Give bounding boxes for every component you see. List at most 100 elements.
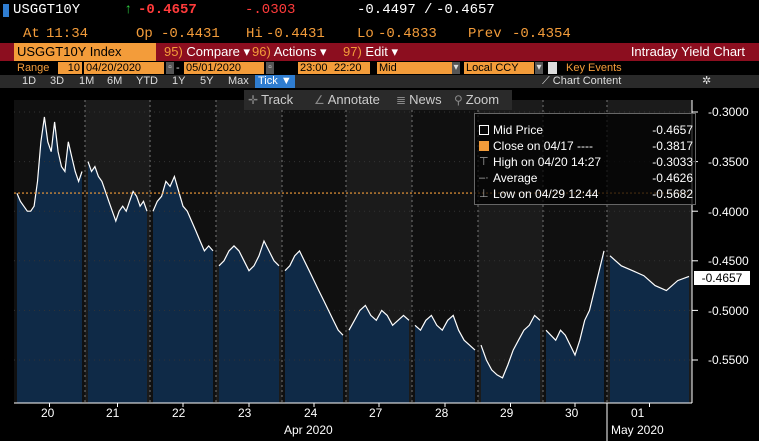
edit-chevron-icon: ▾: [391, 44, 398, 59]
high-marker-icon: ⊤: [479, 156, 489, 168]
range-bar: Range 10 04/20/2020 ▫ - 05/01/2020 ▫ 23:…: [0, 61, 759, 75]
ticker-symbol[interactable]: USGGT10Y: [13, 2, 81, 18]
field-select[interactable]: Mid: [377, 62, 459, 74]
legend-high-value: -0.3033: [652, 155, 693, 169]
end-date-field[interactable]: 05/01/2020: [184, 62, 264, 74]
news-label: News: [409, 92, 442, 107]
day-price-line: [545, 250, 605, 357]
day-area: [153, 176, 213, 403]
actions-number: 96): [252, 44, 271, 59]
legend-close: Close on 04/17 ---- -0.3817: [477, 138, 693, 154]
last-price: -0.4657: [138, 2, 197, 18]
legend-high-label: High on 04/20 14:27: [493, 155, 602, 169]
day-price-line: [152, 174, 214, 253]
legend-average-label: Average: [493, 171, 538, 185]
edit-label: Edit: [365, 44, 388, 59]
start-date-field[interactable]: 04/20/2020: [84, 62, 164, 74]
chart-content-label: Chart Content: [552, 75, 622, 87]
legend-close-label: Close on 04/17 ----: [493, 139, 594, 153]
range-days-field[interactable]: 10: [58, 62, 82, 74]
low-marker-icon: ⊥: [479, 188, 489, 200]
month-label-april: Apr 2020: [284, 423, 333, 437]
y-tick-label: -0.5500: [708, 353, 749, 367]
chart-toolbar-row: ✛ Track ∠ Annotate ≣ News ⚲ Zoom: [0, 88, 759, 110]
settings-gear-icon[interactable]: ✲: [702, 75, 712, 87]
compare-label: Compare: [186, 44, 240, 59]
currency-chevron-icon[interactable]: ▾: [535, 62, 543, 74]
legend-close-value: -0.3817: [652, 139, 693, 153]
end-time-field[interactable]: 22:20: [332, 62, 370, 74]
range-dash: -: [176, 62, 180, 74]
period-1m[interactable]: 1M: [79, 75, 95, 87]
x-day-label: 01: [631, 406, 645, 420]
start-time-field[interactable]: 23:00: [298, 62, 336, 74]
news-button[interactable]: ≣ News: [396, 90, 442, 110]
legend-low-label: Low on 04/29 12:44: [493, 187, 599, 201]
date-picker-icon[interactable]: ▫: [166, 62, 174, 74]
chart-legend[interactable]: Mid Price -0.4657 Close on 04/17 ---- -0…: [474, 113, 696, 205]
day-price-line: [480, 314, 541, 379]
menu-bar: USGGT10Y Index 95) Compare ▾ 96) Actions…: [0, 43, 759, 61]
x-day-label: 29: [500, 406, 514, 420]
magnifier-icon: ⚲: [454, 93, 463, 107]
period-1y[interactable]: 1Y: [172, 75, 186, 87]
price-area: [17, 117, 689, 403]
day-price-line: [609, 255, 690, 292]
legend-low-value: -0.5682: [652, 187, 693, 201]
bid-ask-separator: /: [424, 2, 433, 18]
day-price-line: [284, 249, 344, 336]
period-tick-label: Tick: [258, 75, 278, 87]
annotate-button[interactable]: ∠ Annotate: [314, 90, 380, 110]
actions-button[interactable]: 96) Actions ▾: [252, 43, 327, 61]
legend-mid-value: -0.4657: [652, 123, 693, 137]
news-icon: ≣: [396, 93, 407, 107]
low-label: Lo: [357, 26, 374, 42]
legend-high: ⊤ High on 04/20 14:27 -0.3033: [477, 154, 693, 170]
legend-checkbox-icon[interactable]: [479, 125, 489, 135]
actions-label: Actions: [273, 44, 317, 59]
key-events-checkbox[interactable]: [548, 62, 557, 74]
day-area: [285, 250, 343, 403]
track-button[interactable]: ✛ Track: [248, 90, 293, 110]
day-price-line: [218, 239, 280, 272]
up-arrow-icon: ↑: [124, 2, 133, 18]
range-label: Range: [17, 62, 50, 74]
x-day-label: 27: [369, 406, 383, 420]
period-ytd[interactable]: YTD: [136, 75, 158, 87]
legend-mid-label: Mid Price: [493, 123, 544, 137]
day-area: [415, 315, 475, 403]
day-area: [610, 255, 689, 403]
end-date-picker-icon[interactable]: ▫: [266, 62, 274, 74]
chart-content-button[interactable]: ⟋ Chart Content: [542, 75, 621, 88]
period-tick[interactable]: Tick ▼: [255, 75, 295, 88]
y-tick-label: -0.4000: [708, 205, 749, 219]
field-chevron-icon[interactable]: ▾: [452, 62, 460, 74]
period-3d[interactable]: 3D: [50, 75, 65, 87]
key-events-label: Key Events: [566, 62, 622, 74]
currency-select[interactable]: Local CCY: [464, 62, 534, 74]
x-day-label: 22: [172, 406, 186, 420]
y-tick-label: -0.3500: [708, 155, 749, 169]
ask-price: -0.4657: [436, 2, 495, 18]
screen-title: Intraday Yield Chart: [630, 44, 745, 59]
pencil-icon: ∠: [314, 93, 325, 107]
zoom-button[interactable]: ⚲ Zoom: [454, 90, 499, 110]
period-5y[interactable]: 5Y: [200, 75, 214, 87]
at-label: At: [23, 26, 40, 42]
day-area: [219, 241, 279, 403]
actions-chevron-icon: ▾: [319, 44, 327, 59]
prev-label: Prev: [468, 26, 502, 42]
edit-button[interactable]: 97) Edit ▾: [343, 43, 398, 61]
quote-stats: At 11:34 Op -0.4431 Hi -0.4431 Lo -0.483…: [0, 20, 759, 42]
period-6m[interactable]: 6M: [107, 75, 123, 87]
compare-button[interactable]: 95) Compare ▾: [164, 43, 250, 61]
period-1d[interactable]: 1D: [22, 75, 37, 87]
ticker-marker: [3, 4, 9, 17]
compare-number: 95): [164, 44, 183, 59]
x-day-label: 23: [238, 406, 252, 420]
period-max[interactable]: Max: [228, 75, 249, 87]
security-field[interactable]: USGGT10Y Index: [14, 43, 156, 61]
legend-average: –· Average -0.4626: [477, 170, 693, 186]
quote-time: 11:34: [46, 26, 89, 42]
x-day-label: 21: [106, 406, 120, 420]
